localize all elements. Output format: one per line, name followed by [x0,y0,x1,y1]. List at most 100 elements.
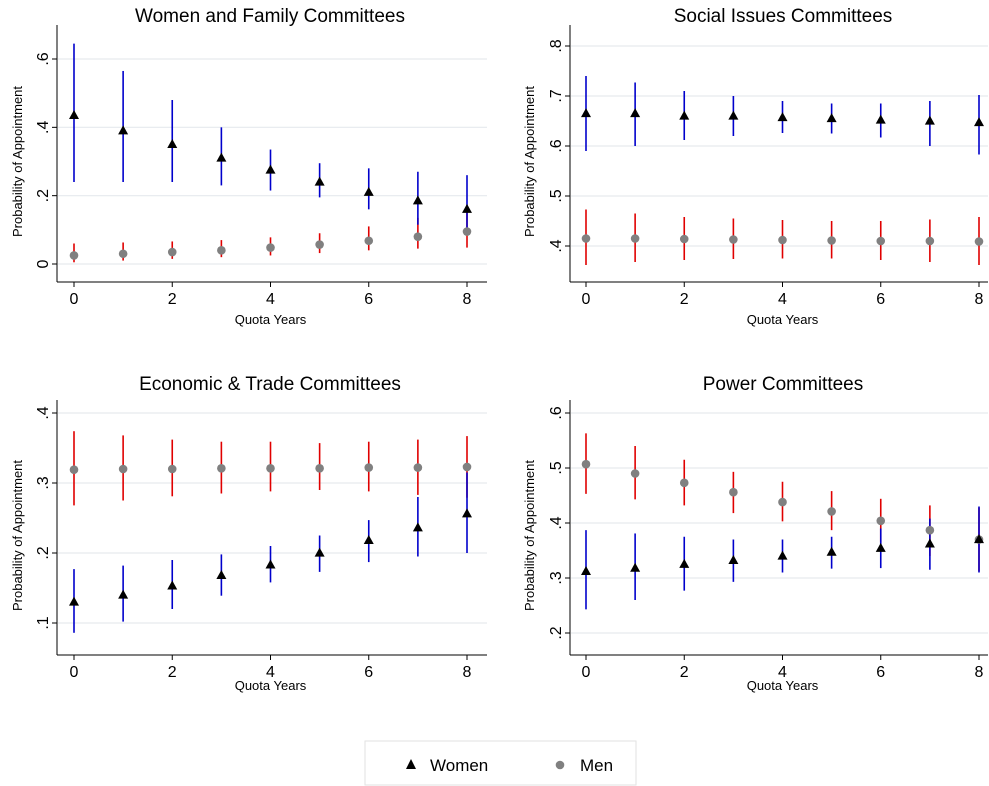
x-tick-label: 2 [168,291,177,308]
point-women [630,108,641,118]
x-tick-label: 4 [778,664,787,681]
point-women [69,109,79,119]
point-men [974,237,984,246]
point-men [413,463,423,472]
legend-label: Men [580,756,613,775]
chart-title: Social Issues Committees [674,6,893,27]
x-axis-label: Quota Years [747,678,819,693]
chart-panel-3: Economic & Trade Committees .1 .2 .3 .4 0 2 4 6 8… [10,374,487,693]
point-women [581,566,591,575]
point-men [167,247,177,257]
point-men [729,235,738,244]
y-tick-label: .3 [548,571,565,584]
y-tick-label: .4 [548,516,565,529]
point-men [413,232,423,241]
x-tick-label: 4 [266,291,275,308]
point-men [925,236,935,246]
x-tick-label: 2 [680,664,689,681]
y-axis-label: Probability of Appointment [10,86,25,237]
point-women [118,125,129,135]
x-tick-label: 8 [463,291,472,308]
x-axis-label: Quota Years [747,312,819,327]
point-women [777,550,788,560]
x-tick-label: 4 [266,664,275,681]
point-men [217,246,226,255]
point-men [827,236,836,245]
point-women [363,186,374,196]
chart-title: Economic & Trade Committees [139,374,401,395]
y-tick-label: .2 [35,189,52,202]
point-women [69,596,79,606]
point-women [728,555,739,564]
point-men [167,464,177,474]
point-men [630,469,640,478]
point-women [875,114,886,124]
point-men [581,234,591,243]
point-women [728,110,739,120]
point-women [679,558,690,568]
chart-panel-4: Power Committees .2 .3 .4 .5 .6 0 2 4 6 8 Quota Yea… [522,374,988,693]
point-men [217,464,226,473]
point-women [314,176,325,186]
y-tick-label: .6 [35,52,52,65]
point-women [265,559,276,569]
x-axis-label: Quota Years [235,312,307,327]
y-tick-label: .3 [35,476,52,489]
y-axis-label: Probability of Appointment [10,460,25,611]
point-women [581,108,591,118]
point-women [630,562,641,572]
y-tick-label: .6 [548,139,565,152]
point-women [924,115,935,125]
chart-panel-2: Social Issues Committees .4 .5 .6 .7 .8 0 2 4 6 8 Q… [522,6,988,327]
x-tick-label: 2 [168,664,177,681]
y-tick-label: 0 [35,259,52,268]
point-women [462,203,472,213]
y-tick-label: .6 [548,406,565,419]
x-tick-label: 6 [876,291,885,308]
point-men [315,240,324,249]
x-tick-label: 0 [70,291,79,308]
y-tick-label: .4 [35,406,52,419]
point-women [974,534,984,544]
point-women [216,570,227,579]
point-men [266,464,275,473]
point-women [826,546,837,556]
point-men [462,462,472,472]
point-men [118,464,128,474]
point-men [69,251,79,260]
point-women [314,547,325,557]
point-men [118,249,128,259]
legend-marker-women [406,759,416,769]
x-tick-label: 0 [70,664,79,681]
point-women [412,195,423,205]
point-men [315,464,324,473]
point-women [875,542,886,552]
legend-marker-men [555,760,565,770]
point-men [876,516,886,526]
y-tick-label: .2 [35,546,52,559]
point-men [925,525,935,535]
x-axis-label: Quota Years [235,678,307,693]
x-tick-label: 8 [463,664,472,681]
point-women [826,113,837,123]
x-tick-label: 6 [876,664,885,681]
point-men [630,234,640,243]
y-tick-label: .1 [35,616,52,629]
chart-panel-1: Women and Family Committees 0 .2 .4 .6 0 2 4 6 8 Q… [10,6,487,327]
x-tick-label: 0 [582,291,591,308]
point-men [729,487,738,497]
point-women [679,110,690,120]
point-women [363,535,374,544]
x-tick-label: 4 [778,291,787,308]
y-axis-label: Probability of Appointment [522,460,537,611]
x-tick-label: 8 [975,664,984,681]
point-men [69,465,79,475]
chart-title: Women and Family Committees [135,6,405,27]
y-tick-label: .5 [548,461,565,474]
x-tick-label: 2 [680,291,689,308]
chart-title: Power Committees [703,374,864,395]
y-axis-label: Probability of Appointment [522,86,537,237]
point-women [777,112,788,122]
y-tick-label: .2 [548,626,565,639]
